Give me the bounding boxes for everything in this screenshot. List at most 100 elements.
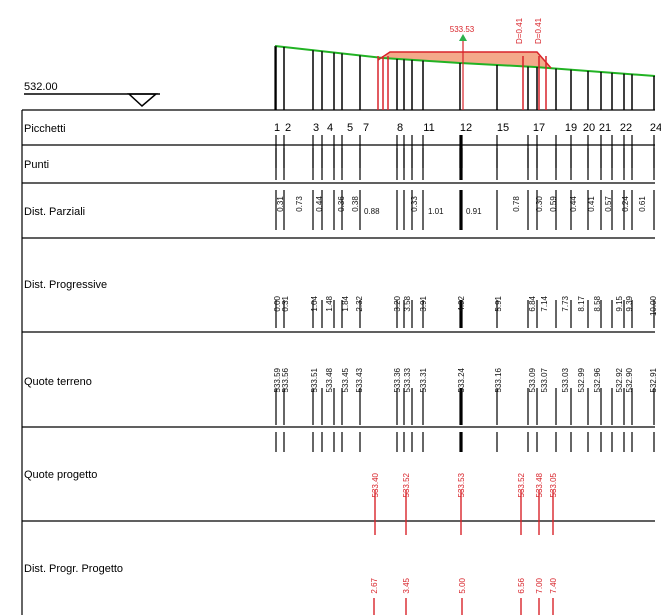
- stake-label: 4: [327, 122, 333, 134]
- dist-parziali-value: 0.91: [466, 207, 482, 216]
- dist-progressive-value: 1.48: [325, 295, 334, 311]
- row-label-dist-progr-progetto: Dist. Progr. Progetto: [24, 563, 123, 575]
- quote-terreno-value: 533.31: [419, 367, 428, 392]
- stake-label: 24: [650, 122, 661, 134]
- quote-terreno-value: 533.59: [273, 367, 282, 392]
- row-label-dist-progressive: Dist. Progressive: [24, 279, 107, 291]
- stake-label: 15: [497, 122, 509, 134]
- design-arrow-icon: [459, 34, 467, 41]
- dist-progressive-value: 0.31: [281, 295, 290, 311]
- stake-label: 2: [285, 122, 291, 134]
- profile-area: 533.53 D=0.41 D=0.41: [274, 17, 656, 110]
- stake-label: 7: [363, 122, 369, 134]
- dist-progr-progetto-value: 7.00: [535, 577, 544, 593]
- stake-label: 11: [423, 122, 434, 134]
- quote-terreno-value: 532.99: [577, 367, 586, 392]
- dist-parziali-value: 0.57: [604, 196, 613, 212]
- quote-terreno-value: 533.48: [325, 367, 334, 392]
- quote-terreno-value: 532.90: [625, 367, 634, 392]
- dist-progressive-value: 3.20: [393, 295, 402, 311]
- quote-terreno-value: 533.03: [561, 367, 570, 392]
- quote-progetto-value: 533.05: [549, 472, 558, 497]
- dist-parziali-value: 1.01: [428, 207, 444, 216]
- d-label-2: D=0.41: [534, 17, 543, 44]
- stake-label: 12: [460, 122, 472, 134]
- datum-label: 532.00: [24, 81, 58, 93]
- row-label-picchetti: Picchetti: [24, 123, 66, 135]
- datum-reference: 532.00: [24, 81, 160, 108]
- dist-parziali-value: 0.38: [351, 196, 360, 212]
- dist-progressive-value: 9.39: [625, 295, 634, 311]
- dist-progr-progetto-value: 3.45: [402, 577, 411, 593]
- dist-parziali-value: 0.33: [410, 196, 419, 212]
- dist-progressive-value: 6.84: [528, 295, 537, 311]
- dist-parziali-value: 0.31: [276, 196, 285, 212]
- dist-parziali-value: 0.61: [638, 196, 647, 212]
- dist-progr-progetto-value: 6.56: [517, 577, 526, 593]
- quote-progetto-value: 533.53: [457, 472, 466, 497]
- quote-terreno-value: 532.91: [649, 367, 658, 392]
- dist-progressive-value: 2.32: [355, 295, 364, 311]
- stake-label: 20: [583, 122, 595, 134]
- dist-parziali-value: 0.36: [337, 196, 346, 212]
- row-label-quote-progetto: Quote progetto: [24, 469, 97, 481]
- dist-progressive-value: 8.17: [577, 295, 586, 311]
- stake-label: 8: [397, 122, 403, 134]
- dist-progressive-value: 4.92: [457, 295, 466, 311]
- d-label-1: D=0.41: [515, 17, 524, 44]
- quote-terreno-value: 533.45: [341, 367, 350, 392]
- row-label-punti: Punti: [24, 159, 49, 171]
- datum-triangle-icon: [127, 93, 159, 108]
- dist-progr-progetto-value: 7.40: [549, 577, 558, 593]
- dist-parziali-values: 0.31 0.73 0.44 0.36 0.38 0.88 0.33 1.01 0.91 0.78…: [276, 196, 647, 216]
- dist-parziali-value: 0.88: [364, 207, 380, 216]
- dist-progr-progetto-value: 5.00: [458, 577, 467, 593]
- dist-progr-progetto-values: 2.67 3.45 5.00 6.56 7.00 7.40: [370, 577, 558, 615]
- quote-progetto-value: 533.48: [535, 472, 544, 497]
- quote-terreno-value: 533.24: [457, 367, 466, 392]
- dist-parziali-value: 0.30: [535, 196, 544, 212]
- quote-terreno-value: 532.92: [615, 367, 624, 392]
- quote-terreno-value: 533.51: [310, 367, 319, 392]
- dist-progressive-value: 3.91: [419, 295, 428, 311]
- row-label-dist-parziali: Dist. Parziali: [24, 206, 85, 218]
- design-elevation-label: 533.53: [450, 25, 475, 34]
- quote-terreno-value: 533.56: [281, 367, 290, 392]
- quote-terreno-value: 533.33: [403, 367, 412, 392]
- dist-progressive-value: 1.84: [341, 295, 350, 311]
- quote-terreno-value: 533.09: [528, 367, 537, 392]
- quote-progetto-value: 533.40: [371, 472, 380, 497]
- dist-progressive-value: 7.73: [561, 295, 570, 311]
- design-fill-area: [383, 52, 551, 68]
- dist-progressive-value: 8.58: [593, 295, 602, 311]
- quote-progetto-value: 533.52: [517, 472, 526, 497]
- dist-parziali-value: 0.41: [587, 196, 596, 212]
- profile-verticals: [275, 46, 655, 110]
- quote-progetto-values: 533.40 533.52 533.53 533.52 533.48 533.05: [371, 472, 558, 535]
- quote-terreno-value: 533.36: [393, 367, 402, 392]
- dist-parziali-value: 0.59: [549, 196, 558, 212]
- quote-terreno-value: 533.16: [494, 367, 503, 392]
- dist-progressive-value: 10.00: [649, 295, 658, 316]
- quote-progetto-value: 533.52: [402, 472, 411, 497]
- stake-label: 22: [620, 122, 632, 134]
- quote-terreno-values: 533.59 533.56 533.51 533.48 533.45 533.43 533.…: [273, 367, 658, 392]
- dist-progressive-value: 1.04: [310, 295, 319, 311]
- quote-terreno-value: 533.43: [355, 367, 364, 392]
- table-grid: [21, 46, 655, 615]
- stake-label: 5: [347, 122, 353, 134]
- dist-parziali-value: 0.78: [512, 196, 521, 212]
- stake-label: 17: [533, 122, 545, 134]
- stake-label: 19: [565, 122, 577, 134]
- dist-progressive-value: 5.91: [494, 295, 503, 311]
- quote-terreno-value: 532.96: [593, 367, 602, 392]
- quote-terreno-value: 533.07: [540, 367, 549, 392]
- stake-labels: 1 2 3 4 5 7 8 11 12 15 17 19 20 21 22 24: [274, 122, 661, 134]
- dist-progressive-value: 0.00: [273, 295, 282, 311]
- dist-progr-progetto-value: 2.67: [370, 577, 379, 593]
- dist-parziali-value: 0.44: [315, 196, 324, 212]
- dist-progressive-values: 0.00 0.31 1.04 1.48 1.84 2.32 3.20 3.58 3.91 4.92…: [273, 295, 658, 316]
- dist-progressive-value: 3.58: [403, 295, 412, 311]
- dist-progressive-value: 9.15: [615, 295, 624, 311]
